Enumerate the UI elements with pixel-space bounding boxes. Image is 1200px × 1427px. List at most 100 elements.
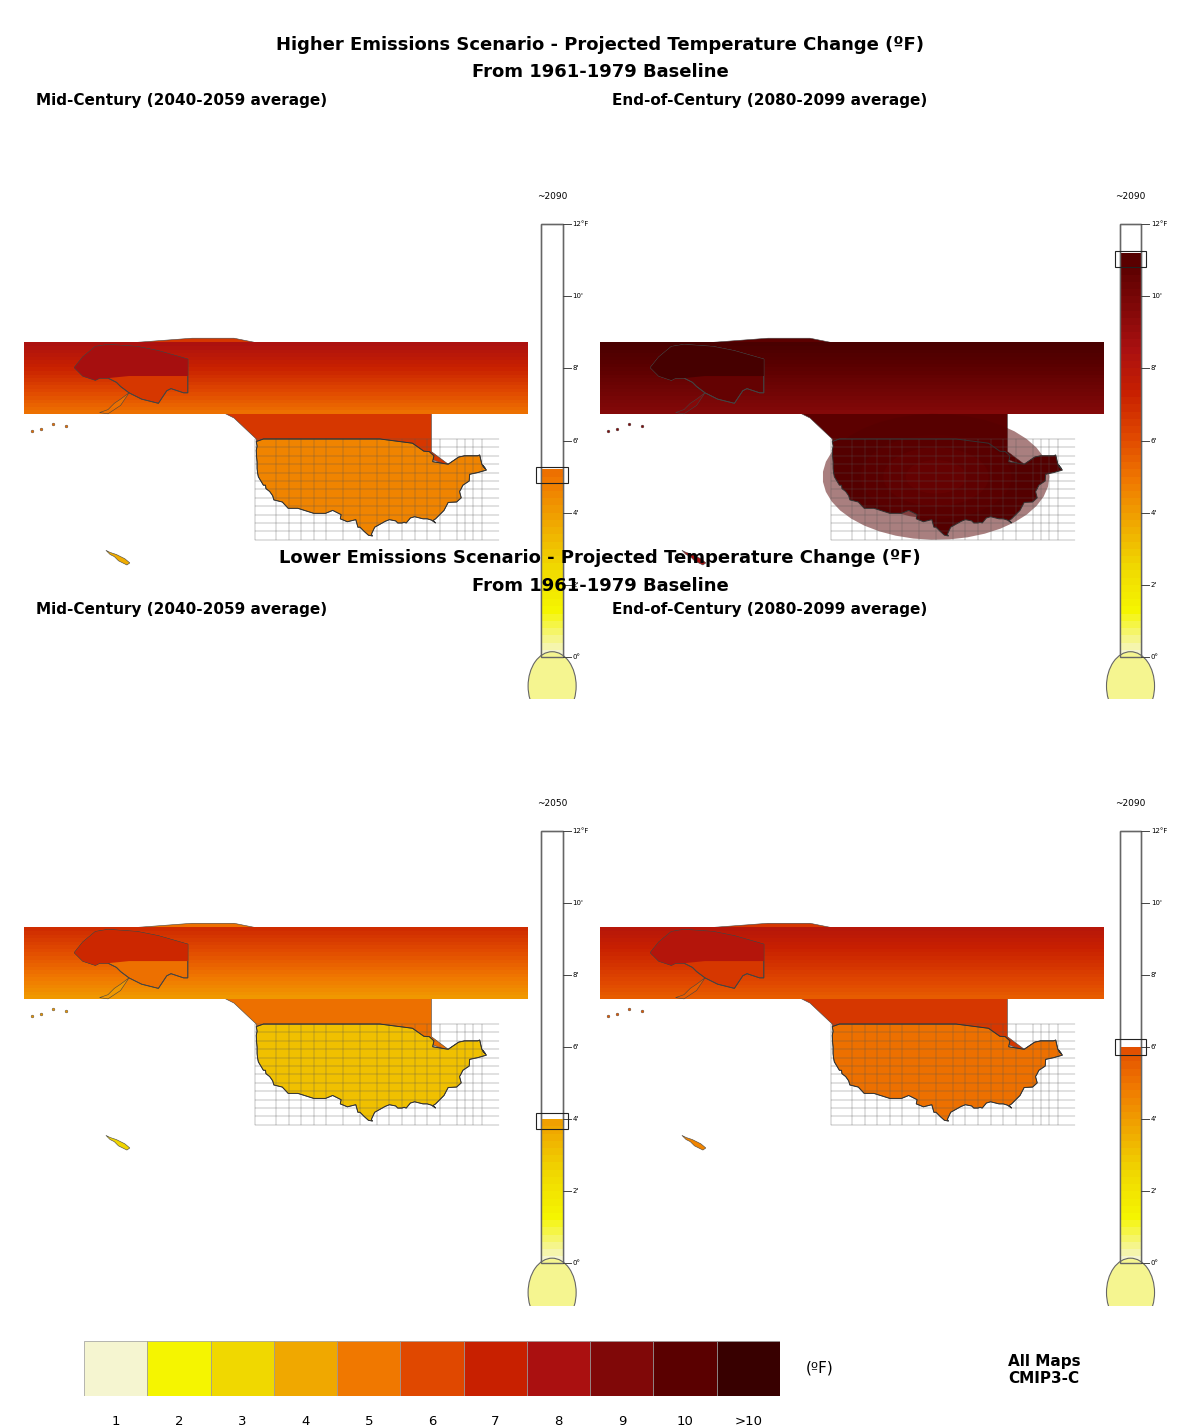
Bar xyxy=(541,1119,563,1126)
Bar xyxy=(1120,224,1141,656)
Bar xyxy=(24,977,528,980)
Polygon shape xyxy=(823,414,1050,539)
Bar xyxy=(541,571,563,578)
Bar xyxy=(1115,251,1146,267)
Bar xyxy=(24,945,528,949)
Bar xyxy=(600,980,1104,985)
Bar xyxy=(1120,404,1141,411)
Polygon shape xyxy=(106,551,130,565)
Bar xyxy=(1120,1256,1141,1263)
Bar xyxy=(541,1227,563,1234)
Text: 12°F: 12°F xyxy=(1151,828,1168,833)
Bar xyxy=(541,621,563,628)
Bar xyxy=(600,374,1104,378)
Text: 10': 10' xyxy=(572,899,583,906)
Bar xyxy=(541,1163,563,1170)
Bar xyxy=(600,378,1104,381)
Bar xyxy=(600,392,1104,395)
Bar xyxy=(1120,1184,1141,1192)
Text: 2': 2' xyxy=(1151,582,1157,588)
Bar xyxy=(1120,427,1141,434)
Bar xyxy=(600,935,1104,938)
Bar xyxy=(1120,325,1141,332)
Text: >10: >10 xyxy=(734,1414,762,1427)
Bar xyxy=(24,930,528,935)
Text: 0°: 0° xyxy=(572,1260,581,1267)
Bar xyxy=(541,534,563,541)
Bar xyxy=(1120,1213,1141,1220)
Bar xyxy=(600,357,1104,360)
Bar xyxy=(541,1184,563,1192)
Bar xyxy=(1120,505,1141,512)
Text: All Maps
CMIP3-C: All Maps CMIP3-C xyxy=(1008,1354,1080,1386)
Text: 6': 6' xyxy=(1151,438,1157,444)
Bar xyxy=(1120,1062,1141,1069)
Bar xyxy=(1120,382,1141,390)
Bar xyxy=(541,1256,563,1263)
Bar xyxy=(541,628,563,635)
Bar xyxy=(24,987,528,992)
Bar xyxy=(1120,469,1141,477)
Bar xyxy=(1120,441,1141,448)
Bar xyxy=(1120,831,1141,1263)
Bar xyxy=(541,1140,563,1147)
Text: 10': 10' xyxy=(1151,899,1162,906)
Bar xyxy=(24,410,528,414)
Bar xyxy=(600,987,1104,992)
Bar xyxy=(600,966,1104,970)
Bar xyxy=(1115,1039,1146,1055)
Bar xyxy=(1120,361,1141,368)
Bar xyxy=(541,606,563,614)
Polygon shape xyxy=(682,551,706,565)
Bar xyxy=(600,400,1104,402)
Bar xyxy=(541,498,563,505)
Bar xyxy=(541,1241,563,1249)
Bar xyxy=(24,357,528,360)
Bar xyxy=(600,970,1104,973)
Bar xyxy=(541,491,563,498)
Text: 8': 8' xyxy=(1151,972,1157,977)
Bar xyxy=(24,935,528,938)
Bar xyxy=(541,1249,563,1256)
Bar xyxy=(541,1220,563,1227)
Text: ~2090: ~2090 xyxy=(1115,799,1146,808)
Bar xyxy=(541,477,563,484)
Polygon shape xyxy=(684,338,1061,474)
Bar xyxy=(1120,1047,1141,1055)
Bar xyxy=(541,1177,563,1184)
Text: 12°F: 12°F xyxy=(572,828,589,833)
Bar xyxy=(1120,1249,1141,1256)
Text: Higher Emissions Scenario - Projected Temperature Change (ºF): Higher Emissions Scenario - Projected Te… xyxy=(276,36,924,54)
Bar xyxy=(600,385,1104,388)
Bar xyxy=(541,649,563,656)
Polygon shape xyxy=(676,977,706,999)
Bar xyxy=(600,345,1104,350)
Text: Mid-Century (2040-2059 average): Mid-Century (2040-2059 average) xyxy=(36,602,328,618)
Bar xyxy=(1120,592,1141,599)
Bar xyxy=(1120,1076,1141,1083)
Bar xyxy=(1120,1055,1141,1062)
Bar xyxy=(536,467,568,484)
Text: Lower Emissions Scenario - Projected Temperature Change (ºF): Lower Emissions Scenario - Projected Tem… xyxy=(280,549,920,568)
Bar xyxy=(24,963,528,966)
Bar xyxy=(24,374,528,378)
Bar xyxy=(1120,614,1141,621)
Text: 0°: 0° xyxy=(1151,654,1159,661)
Bar xyxy=(600,352,1104,357)
Bar xyxy=(24,966,528,970)
Bar xyxy=(84,1341,148,1396)
Bar xyxy=(274,1341,337,1396)
Bar xyxy=(401,1341,463,1396)
Bar xyxy=(600,407,1104,410)
Bar xyxy=(24,928,528,930)
Bar xyxy=(1120,297,1141,304)
Bar xyxy=(541,557,563,564)
Bar xyxy=(1120,318,1141,325)
Bar xyxy=(24,980,528,985)
Bar xyxy=(541,599,563,606)
Bar xyxy=(1120,455,1141,462)
Bar xyxy=(541,1156,563,1163)
Bar xyxy=(1120,635,1141,642)
Bar xyxy=(541,1234,563,1241)
Text: 0°: 0° xyxy=(572,654,581,661)
